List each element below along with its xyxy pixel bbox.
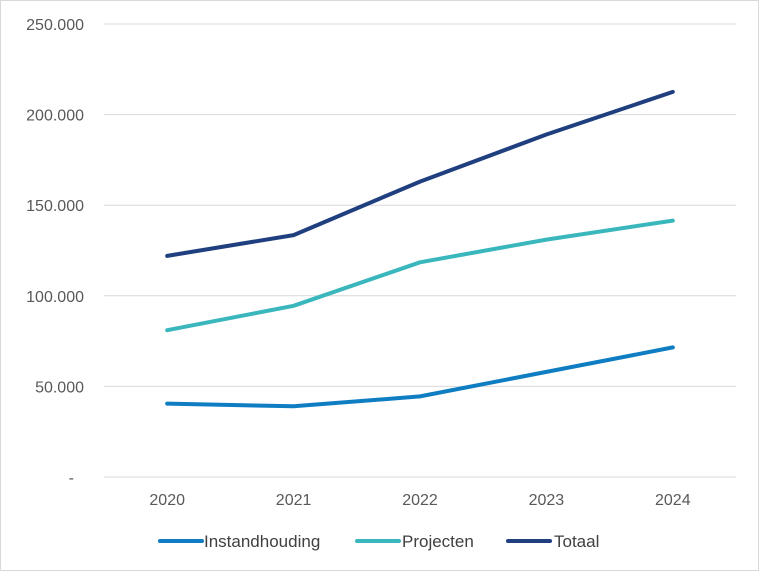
y-tick-label: 150.000 [26, 198, 84, 215]
x-tick-label: 2023 [529, 492, 565, 509]
series-lines [165, 89, 675, 409]
y-axis-ticks: - 50.000 100.000 150.000 200.000 250.000 [26, 17, 84, 487]
series-line-projecten [165, 218, 675, 333]
x-tick-label: 2020 [149, 492, 185, 509]
gridlines [104, 23, 736, 478]
x-tick-label: 2022 [402, 492, 438, 509]
legend: Instandhouding Projecten Totaal [158, 532, 599, 551]
y-tick-label: 100.000 [26, 289, 84, 306]
legend-label-projecten: Projecten [402, 532, 474, 551]
series-line-instandhouding [165, 345, 675, 409]
legend-label-instandhouding: Instandhouding [204, 532, 320, 551]
y-tick-label: - [69, 470, 74, 487]
x-tick-label: 2024 [655, 492, 691, 509]
x-axis-ticks: 2020 2021 2022 2023 2024 [149, 492, 690, 509]
legend-label-totaal: Totaal [554, 532, 599, 551]
y-tick-label: 200.000 [26, 108, 84, 125]
y-tick-label: 50.000 [35, 379, 84, 396]
y-tick-label: 250.000 [26, 17, 84, 34]
series-line-totaal [165, 89, 675, 258]
x-tick-label: 2021 [276, 492, 312, 509]
